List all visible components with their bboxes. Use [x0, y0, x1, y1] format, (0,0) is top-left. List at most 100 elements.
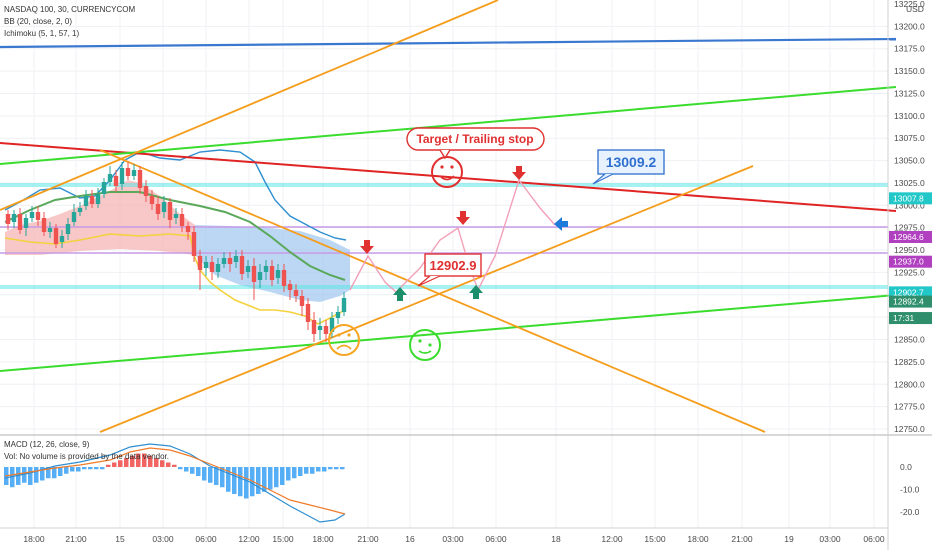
candle-body: [251, 266, 257, 282]
time-tick: 18: [551, 534, 561, 544]
macd-bar: [256, 467, 261, 494]
price-tick: 13000.0: [894, 200, 925, 210]
macd-bar: [34, 467, 39, 483]
price-axis[interactable]: 13225.0 13200.0 13175.0 13150.0 13125.0 13100…: [887, 0, 932, 550]
time-tick: 06:00: [485, 534, 507, 544]
orange-channel-upper: [0, 0, 499, 211]
candle-body: [245, 266, 251, 272]
macd-bar: [226, 467, 231, 492]
indicator-lines: [4, 149, 347, 325]
time-axis[interactable]: 18:00 21:00 15 03:00 06:00 12:00 15:00 18:00 21:…: [0, 527, 888, 544]
time-tick: 12:00: [601, 534, 623, 544]
macd-bar: [166, 462, 171, 467]
candle-body: [323, 326, 329, 334]
candle-body: [101, 182, 107, 194]
macd-bar: [16, 467, 21, 485]
candle-body: [263, 266, 269, 272]
price-tick: 13025.0: [894, 178, 925, 188]
candle-body: [341, 298, 347, 312]
price-callout-high[interactable]: 13009.2: [592, 149, 665, 185]
macd-bar: [148, 455, 153, 467]
macd-bar: [58, 467, 63, 476]
macd-bar: [64, 467, 69, 474]
candle-body: [53, 228, 59, 244]
price-tick: 12925.0: [894, 267, 925, 277]
time-tick: 06:00: [195, 534, 217, 544]
price-callout-high-label: 13009.2: [606, 154, 657, 170]
price-tick: 12750.0: [894, 424, 925, 434]
time-tick: 03:00: [152, 534, 174, 544]
candle-body: [317, 326, 323, 330]
candle-body: [35, 212, 41, 220]
candle-body: [269, 266, 275, 280]
candle-body: [335, 312, 341, 318]
candle-body: [305, 304, 311, 322]
macd-tick: -20.0: [900, 507, 920, 517]
macd-bar: [232, 467, 237, 494]
candle-body: [329, 318, 335, 332]
macd-bar: [340, 467, 345, 470]
candle-body: [95, 194, 101, 204]
orange-falling-line: [99, 149, 766, 433]
price-badge-label: 12892.4: [893, 297, 924, 307]
cyan-level-upper: [0, 183, 888, 187]
macd-bar: [172, 464, 177, 467]
neutral-face-icon: [409, 329, 441, 361]
trend-lines: [0, 0, 897, 433]
price-badge: [889, 255, 932, 268]
target-callout[interactable]: Target / Trailing stop: [406, 127, 545, 160]
sell-arrow-2: [456, 211, 470, 225]
target-label: Target / Trailing stop: [416, 132, 533, 146]
macd-bar: [304, 467, 309, 474]
macd-bar: [76, 467, 81, 472]
macd-axis[interactable]: 0.0 -10.0 -20.0: [900, 462, 920, 517]
macd-bar: [280, 467, 285, 485]
macd-bar: [130, 455, 135, 467]
macd-bar: [262, 467, 267, 492]
price-callout-mid[interactable]: 12902.9: [417, 253, 482, 287]
price-tick: 13050.0: [894, 156, 925, 166]
green-upper-line: [0, 86, 897, 165]
candle-body: [221, 258, 227, 264]
time-tick: 03:00: [442, 534, 464, 544]
macd-bar: [274, 467, 279, 488]
time-tick: 12:00: [238, 534, 260, 544]
indicator-ichimoku: Ichimoku (5, 1, 57, 1): [4, 29, 79, 38]
time-tick: 21:00: [65, 534, 87, 544]
blue-resistance-line: [0, 37, 897, 49]
candle-body: [47, 228, 53, 232]
macd-bar: [268, 467, 273, 490]
macd-bar: [190, 467, 195, 474]
candle-body: [161, 202, 167, 212]
time-tick: 16: [405, 534, 415, 544]
price-tick: 13100.0: [894, 111, 925, 121]
candle-body: [185, 226, 191, 232]
candle-body: [197, 256, 203, 270]
candlesticks: [5, 162, 347, 342]
time-tick: 15:00: [644, 534, 666, 544]
blue-arrow-left: [554, 217, 568, 231]
candle-body: [191, 232, 197, 256]
candle-body: [293, 290, 299, 296]
price-tick: 12825.0: [894, 357, 925, 367]
candle-body: [125, 168, 131, 176]
bb-upper-line: [4, 149, 347, 241]
price-badge: [889, 295, 932, 308]
candle-body: [83, 196, 89, 206]
macd-bar: [154, 458, 159, 467]
candle-body: [71, 212, 77, 222]
buy-arrow-2: [469, 285, 483, 299]
time-tick: 19: [784, 534, 794, 544]
macd-bar: [310, 467, 315, 474]
candle-body: [5, 214, 11, 224]
candle-body: [23, 218, 29, 228]
price-tick: 13175.0: [894, 44, 925, 54]
price-tick: 13125.0: [894, 88, 925, 98]
price-tick-top: 13225.0: [894, 0, 925, 9]
macd-bar: [214, 467, 219, 485]
candle-body: [179, 214, 185, 226]
sell-arrow-3: [512, 166, 526, 180]
red-trend-line: [0, 142, 897, 212]
symbol-title: NASDAQ 100, 30, CURRENCYCOM: [4, 5, 135, 14]
